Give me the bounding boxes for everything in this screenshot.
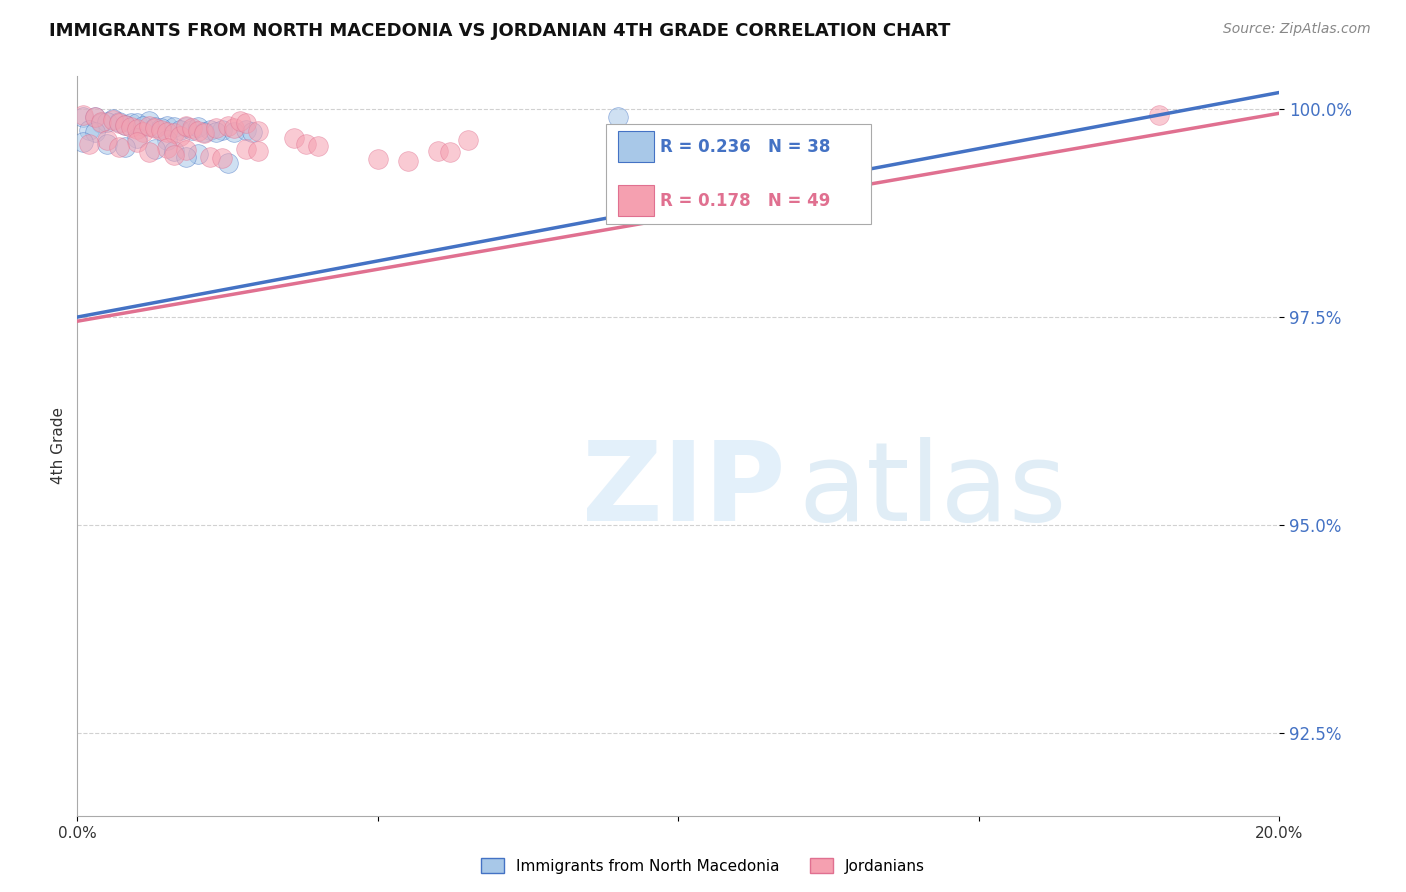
Point [246, 144, 269, 158]
Point [145, 142, 167, 156]
Point [132, 119, 155, 133]
FancyBboxPatch shape [619, 186, 654, 217]
Point [156, 119, 179, 133]
Point [246, 124, 269, 138]
Point [439, 145, 461, 160]
Point [84, 125, 107, 139]
Text: Source: ZipAtlas.com: Source: ZipAtlas.com [1223, 22, 1371, 37]
Point [150, 121, 173, 136]
Legend: Immigrants from North Macedonia, Jordanians: Immigrants from North Macedonia, Jordani… [475, 852, 931, 880]
Point [174, 149, 197, 163]
Point [84, 111, 107, 125]
Point [72, 108, 94, 122]
Point [120, 116, 142, 130]
Point [204, 125, 226, 139]
Point [186, 147, 209, 161]
Text: IMMIGRANTS FROM NORTH MACEDONIA VS JORDANIAN 4TH GRADE CORRELATION CHART: IMMIGRANTS FROM NORTH MACEDONIA VS JORDA… [49, 22, 950, 40]
Point [96, 136, 118, 151]
Point [222, 124, 245, 138]
Text: R = 0.178   N = 49: R = 0.178 N = 49 [661, 192, 831, 210]
Point [217, 156, 239, 170]
Point [228, 113, 250, 128]
Text: R = 0.236   N = 38: R = 0.236 N = 38 [661, 138, 831, 156]
Point [156, 124, 179, 138]
Point [96, 133, 118, 147]
Point [127, 135, 149, 149]
Point [367, 152, 389, 166]
Point [193, 124, 215, 138]
Point [186, 120, 209, 135]
Point [84, 111, 107, 125]
Point [198, 123, 221, 137]
Point [193, 126, 215, 140]
Point [132, 125, 155, 139]
Point [162, 120, 184, 134]
Text: ZIP: ZIP [582, 437, 786, 544]
Point [427, 144, 450, 158]
Point [96, 114, 118, 128]
Point [162, 126, 184, 140]
Point [396, 153, 419, 168]
Point [79, 136, 101, 151]
Point [127, 122, 149, 136]
Point [294, 136, 316, 151]
Point [217, 119, 239, 133]
Point [103, 112, 125, 127]
Point [138, 119, 160, 133]
Point [283, 131, 305, 145]
Point [108, 114, 131, 128]
Point [162, 148, 184, 162]
Point [211, 123, 233, 137]
Point [307, 138, 329, 153]
Point [114, 118, 136, 132]
Point [72, 111, 94, 125]
Point [145, 121, 167, 136]
Point [72, 136, 94, 150]
Point [607, 111, 630, 125]
Text: atlas: atlas [799, 437, 1067, 544]
Point [90, 114, 112, 128]
Point [138, 113, 160, 128]
Point [198, 149, 221, 163]
Point [114, 139, 136, 153]
Point [180, 121, 202, 136]
Point [138, 145, 160, 160]
Point [235, 142, 257, 156]
Point [457, 133, 479, 147]
Point [127, 116, 149, 130]
Point [186, 124, 209, 138]
Point [235, 123, 257, 137]
Point [180, 123, 202, 137]
Point [174, 120, 197, 134]
Point [120, 120, 142, 135]
Point [240, 125, 263, 139]
FancyBboxPatch shape [619, 131, 654, 162]
Point [235, 116, 257, 130]
Point [90, 116, 112, 130]
Point [211, 151, 233, 165]
Point [145, 120, 167, 135]
Point [156, 133, 179, 147]
Y-axis label: 4th Grade: 4th Grade [51, 408, 66, 484]
Point [103, 112, 125, 126]
Point [174, 143, 197, 157]
Point [127, 131, 149, 145]
Point [1149, 108, 1171, 122]
FancyBboxPatch shape [606, 124, 870, 224]
Point [174, 119, 197, 133]
Point [222, 121, 245, 136]
Point [108, 116, 131, 130]
Point [162, 144, 184, 158]
Point [204, 121, 226, 136]
Point [156, 141, 179, 155]
Point [150, 123, 173, 137]
Point [169, 128, 191, 143]
Point [79, 123, 101, 137]
Point [108, 139, 131, 153]
Point [114, 118, 136, 132]
Point [169, 123, 191, 137]
